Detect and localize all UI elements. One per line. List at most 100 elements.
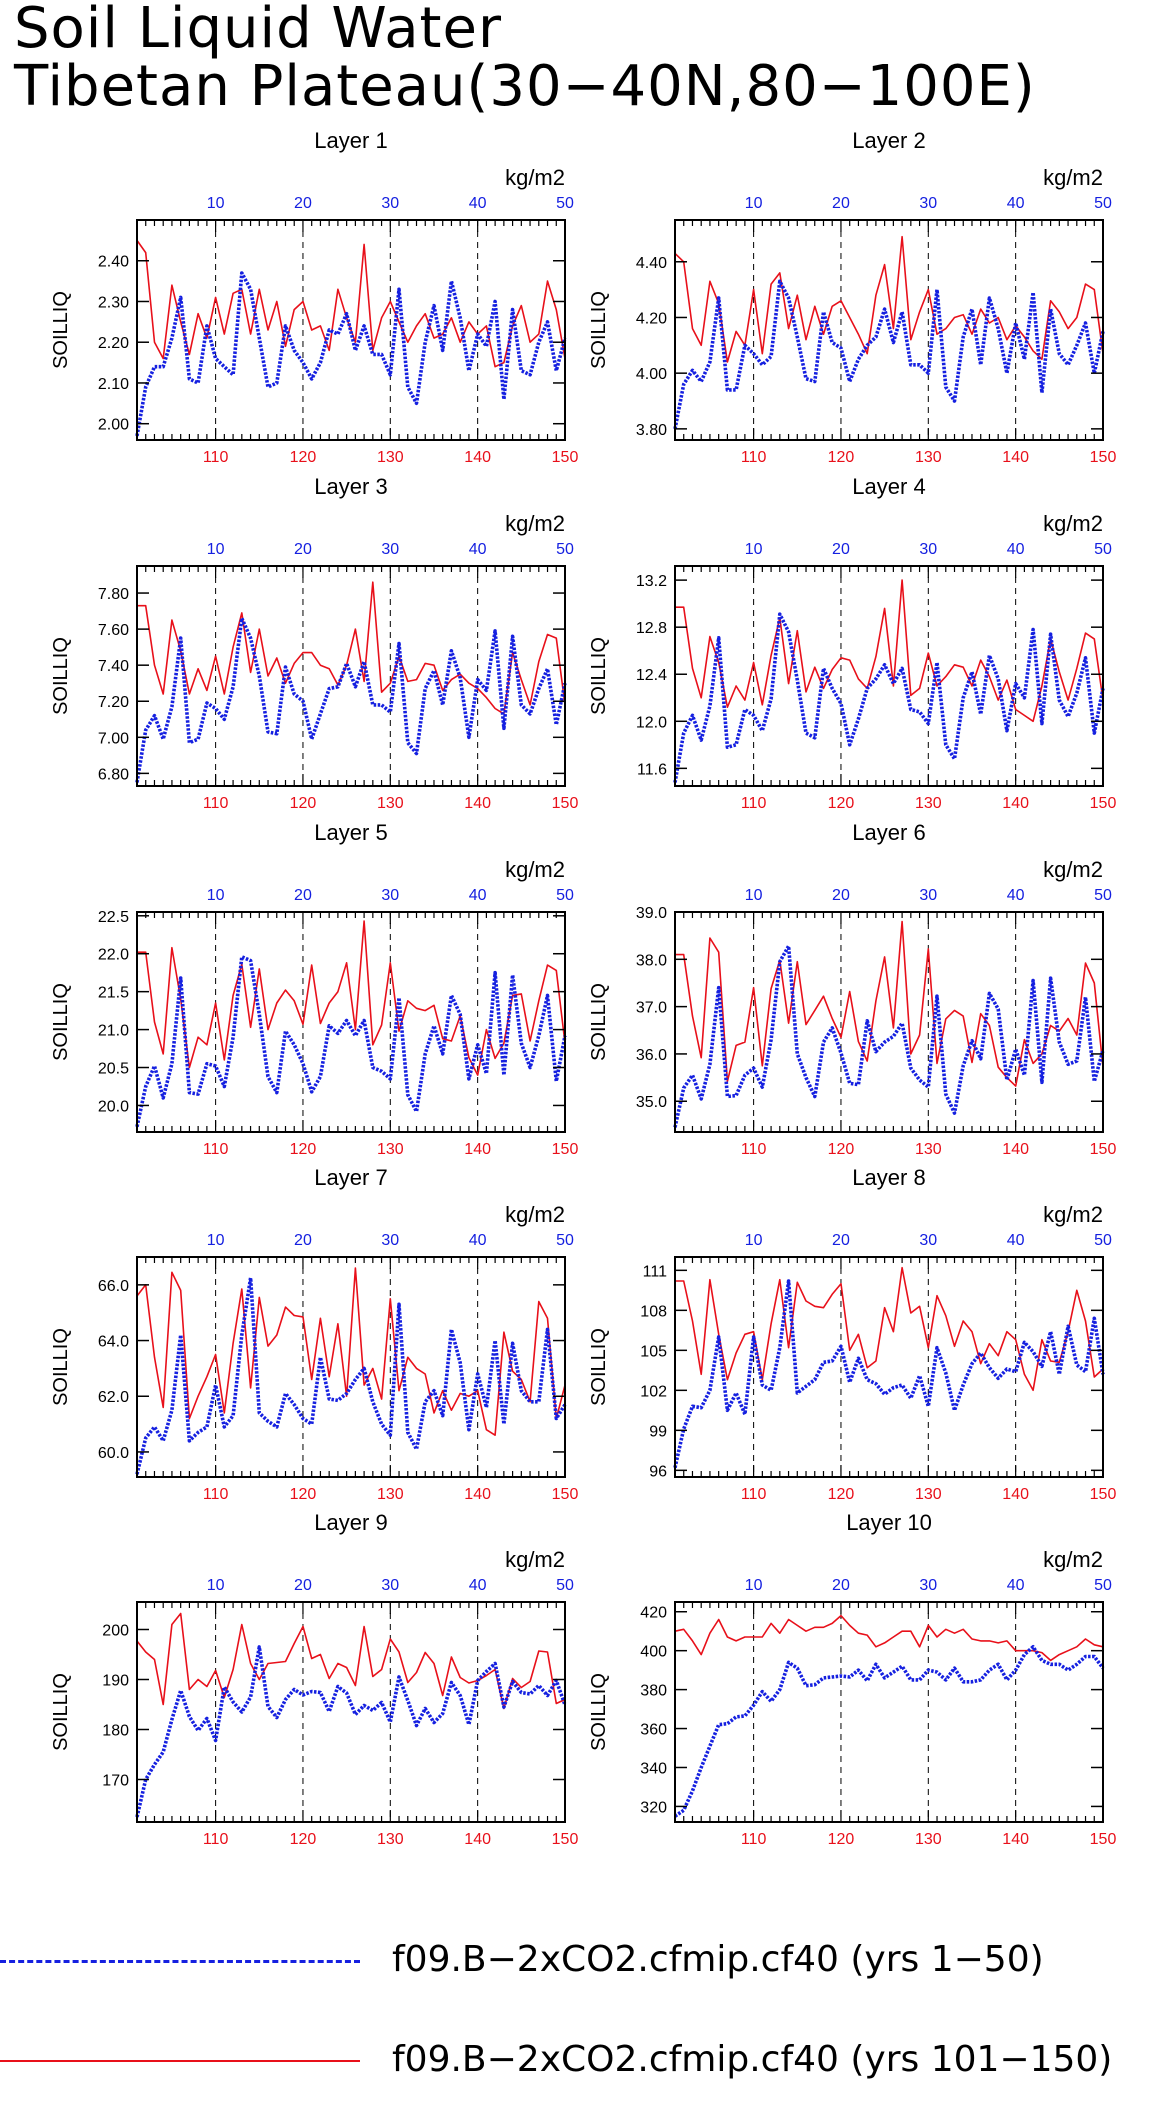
chart-title: Soil Liquid Water Tibetan Plateau(30−40N… — [14, 0, 1036, 116]
x-tick-label-top: 40 — [1007, 1232, 1025, 1249]
title-line-2: Tibetan Plateau(30−40N,80−100E) — [14, 54, 1036, 119]
panel-title: Layer 6 — [852, 820, 925, 845]
x-tick-label-bottom: 130 — [915, 1831, 942, 1848]
series-line-yrs-101-150 — [136, 1612, 566, 1710]
y-tick-label: 37.0 — [636, 1000, 667, 1017]
x-tick-label-top: 50 — [556, 541, 574, 558]
legend-label-red: f09.B−2xCO2.cfmip.cf40 (yrs 101−150) — [392, 2039, 1113, 2080]
y-tick-label: 62.0 — [98, 1389, 129, 1406]
y-tick-label: 22.0 — [98, 947, 129, 964]
y-tick-label: 4.20 — [636, 310, 667, 327]
legend-entry-red: f09.B−2xCO2.cfmip.cf40 (yrs 101−150) — [0, 2030, 1154, 2090]
y-tick-label: 420 — [640, 1605, 667, 1622]
x-tick-label-top: 10 — [207, 541, 225, 558]
x-tick-label-bottom: 150 — [1090, 1141, 1117, 1158]
legend: f09.B−2xCO2.cfmip.cf40 (yrs 1−50) f09.B−… — [0, 1930, 1154, 2120]
y-tick-label: 39.0 — [636, 905, 667, 922]
y-axis-label: SOILLIQ — [588, 1673, 610, 1751]
x-tick-label-top: 50 — [1094, 887, 1112, 904]
x-tick-label-bottom: 130 — [377, 1831, 404, 1848]
y-tick-label: 7.80 — [98, 586, 129, 603]
x-tick-label-top: 50 — [1094, 541, 1112, 558]
y-tick-label: 20.5 — [98, 1061, 129, 1078]
x-tick-label-top: 30 — [381, 541, 399, 558]
x-tick-label-top: 40 — [469, 195, 487, 212]
plot-frame — [674, 219, 1104, 441]
x-tick-label-bottom: 120 — [828, 795, 855, 812]
y-tick-label: 12.0 — [636, 714, 667, 731]
x-tick-label-top: 30 — [919, 541, 937, 558]
x-tick-label-top: 10 — [745, 1232, 763, 1249]
x-tick-label-bottom: 150 — [1090, 1831, 1117, 1848]
panel-title: Layer 3 — [314, 474, 387, 499]
y-tick-label: 38.0 — [636, 952, 667, 969]
y-tick-label: 3.80 — [636, 422, 667, 439]
x-tick-label-top: 50 — [1094, 1232, 1112, 1249]
x-tick-label-bottom: 120 — [290, 1831, 317, 1848]
y-axis-label: SOILLIQ — [50, 637, 72, 715]
x-tick-label-bottom: 150 — [552, 1831, 579, 1848]
x-tick-label-bottom: 150 — [552, 1486, 579, 1503]
x-tick-label-bottom: 140 — [464, 795, 491, 812]
x-tick-label-top: 20 — [832, 887, 850, 904]
title-line-1: Soil Liquid Water — [14, 0, 502, 61]
x-tick-label-top: 50 — [556, 195, 574, 212]
x-tick-label-top: 30 — [381, 887, 399, 904]
legend-entry-blue: f09.B−2xCO2.cfmip.cf40 (yrs 1−50) — [0, 1930, 1154, 1990]
y-tick-label: 400 — [640, 1644, 667, 1661]
y-tick-label: 66.0 — [98, 1278, 129, 1295]
legend-swatch-dashed — [0, 1960, 360, 1963]
x-tick-label-top: 20 — [294, 887, 312, 904]
y-tick-label: 35.0 — [636, 1094, 667, 1111]
chart-panels: Layer 1 kg/m2 SOILLIQ 2.00 2.10 2.20 2.30 2.40 1… — [50, 128, 1117, 1848]
x-tick-label-bottom: 110 — [203, 1141, 229, 1158]
y-tick-label: 108 — [640, 1303, 667, 1320]
x-tick-label-top: 20 — [832, 1232, 850, 1249]
x-tick-label-bottom: 140 — [464, 1141, 491, 1158]
x-tick-label-bottom: 130 — [915, 795, 942, 812]
x-tick-label-top: 40 — [1007, 541, 1025, 558]
x-tick-label-top: 20 — [294, 1232, 312, 1249]
y-tick-label: 4.40 — [636, 255, 667, 272]
x-tick-label-bottom: 110 — [203, 1486, 229, 1503]
y-tick-label: 2.00 — [98, 417, 129, 434]
y-tick-label: 200 — [102, 1623, 129, 1640]
plot-frame — [136, 1601, 566, 1823]
y-tick-label: 4.00 — [636, 366, 667, 383]
x-tick-label-bottom: 130 — [915, 1486, 942, 1503]
plot-frame — [136, 911, 566, 1133]
y-tick-label: 2.10 — [98, 376, 129, 393]
x-tick-label-top: 30 — [919, 195, 937, 212]
x-tick-label-top: 40 — [1007, 195, 1025, 212]
x-tick-label-top: 40 — [1007, 1577, 1025, 1594]
x-tick-label-bottom: 140 — [464, 1486, 491, 1503]
panel-3: Layer 3 kg/m2 SOILLIQ 6.80 7.00 7.20 7.40 7.60 7… — [50, 474, 578, 812]
x-tick-label-bottom: 130 — [377, 1141, 404, 1158]
series-line-yrs-1-50 — [135, 954, 567, 1128]
series-line-yrs-1-50 — [135, 271, 567, 437]
x-tick-label-top: 50 — [556, 1232, 574, 1249]
x-tick-label-top: 30 — [381, 1577, 399, 1594]
y-tick-label: 12.8 — [636, 620, 667, 637]
series-line-yrs-1-50 — [673, 944, 1105, 1128]
panel-title: Layer 1 — [314, 128, 387, 153]
x-tick-label-bottom: 120 — [290, 1141, 317, 1158]
series-line-yrs-101-150 — [675, 920, 1104, 1087]
series-line-yrs-1-50 — [673, 279, 1105, 430]
x-tick-label-bottom: 110 — [741, 1831, 767, 1848]
y-tick-label: 180 — [102, 1723, 129, 1740]
y-axis-label: SOILLIQ — [50, 1673, 72, 1751]
y-tick-label: 64.0 — [98, 1334, 129, 1351]
y-tick-label: 7.20 — [98, 694, 129, 711]
x-tick-label-bottom: 150 — [552, 795, 579, 812]
x-tick-label-bottom: 110 — [741, 795, 767, 812]
legend-swatch-solid — [0, 2060, 360, 2062]
panel-title: Layer 10 — [846, 1510, 932, 1535]
x-tick-label-top: 20 — [832, 541, 850, 558]
panel-8: Layer 8 kg/m2 SOILLIQ 96 99 102 105 108 111 110 12… — [588, 1165, 1116, 1503]
x-tick-label-bottom: 120 — [290, 795, 317, 812]
plot-frame — [136, 565, 566, 787]
y-tick-label: 96 — [649, 1463, 667, 1480]
y-tick-label: 36.0 — [636, 1047, 667, 1064]
x-tick-label-top: 40 — [469, 887, 487, 904]
